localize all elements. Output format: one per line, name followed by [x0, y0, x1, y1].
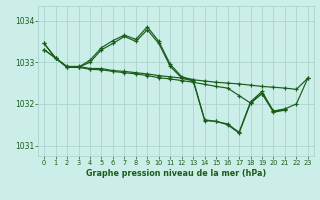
X-axis label: Graphe pression niveau de la mer (hPa): Graphe pression niveau de la mer (hPa) [86, 169, 266, 178]
